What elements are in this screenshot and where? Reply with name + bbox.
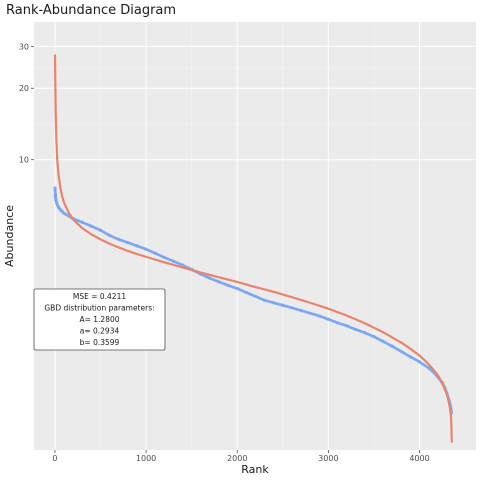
x-axis-ticks: 0 1000 2000 3000 4000: [52, 450, 429, 463]
y-tick-label: 10: [19, 156, 29, 165]
y-tick-label: 20: [19, 84, 29, 93]
annotation-line: MSE = 0.4211: [73, 292, 126, 301]
x-tick-label: 4000: [409, 454, 429, 463]
annotation-line: a= 0.2934: [80, 327, 120, 336]
annotation-line: A= 1.2800: [79, 315, 119, 324]
x-tick-label: 3000: [318, 454, 338, 463]
chart-title: Rank-Abundance Diagram: [6, 3, 176, 18]
x-tick-label: 1000: [136, 454, 156, 463]
y-axis-ticks: 10 20 30: [19, 42, 34, 164]
x-tick-label: 2000: [227, 454, 247, 463]
gbd-parameters-box: MSE = 0.4211 GBD distribution parameters:…: [34, 289, 165, 350]
y-axis-title: Abundance: [3, 205, 16, 267]
annotation-line: GBD distribution parameters:: [44, 304, 154, 313]
x-tick-label: 0: [52, 454, 57, 463]
y-tick-label: 30: [19, 42, 29, 51]
x-axis-title: Rank: [241, 463, 269, 476]
annotation-line: b= 0.3599: [80, 338, 120, 347]
